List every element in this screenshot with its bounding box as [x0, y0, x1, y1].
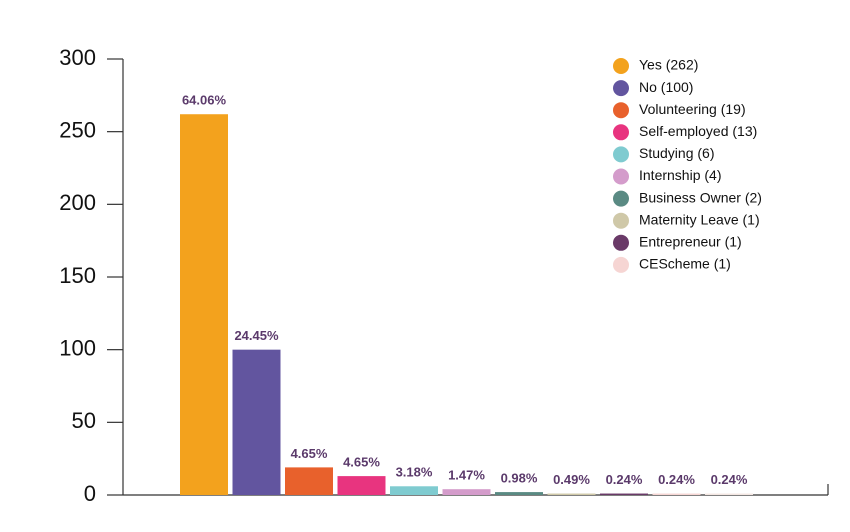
bar: [390, 486, 438, 495]
legend-label: Volunteering (19): [639, 101, 746, 117]
bar-annotation: 0.98%: [501, 471, 538, 486]
legend-label: Yes (262): [639, 57, 698, 73]
y-tick-label: 150: [59, 263, 96, 288]
legend-swatch: [613, 146, 629, 163]
bar: [547, 493, 596, 495]
legend-label: Self-employed (13): [639, 123, 757, 139]
bar: [442, 489, 491, 495]
bar-annotation: 0.24%: [606, 472, 643, 487]
bar: [337, 476, 386, 495]
legend-swatch: [613, 102, 629, 119]
legend-label: Studying (6): [639, 145, 714, 161]
y-tick-label: 0: [84, 481, 96, 506]
legend-label: CEScheme (1): [639, 256, 731, 272]
bar-annotation: 24.45%: [234, 328, 279, 343]
legend-swatch: [613, 234, 629, 251]
bar-annotation: 0.49%: [553, 472, 590, 487]
bar-annotation: 4.65%: [343, 455, 380, 470]
bar: [600, 493, 648, 495]
bar: [232, 349, 281, 495]
bar: [180, 114, 228, 495]
y-tick-label: 300: [59, 45, 96, 70]
legend-swatch: [613, 212, 629, 229]
legend-swatch: [613, 124, 629, 141]
legend-label: No (100): [639, 79, 693, 95]
bar: [652, 493, 701, 495]
legend-swatch: [613, 58, 629, 74]
legend-swatch: [613, 190, 629, 207]
bar-annotation: 0.24%: [711, 472, 748, 487]
bar-annotation: 3.18%: [396, 465, 433, 480]
y-tick-label: 100: [59, 335, 96, 360]
legend-swatch: [613, 168, 629, 185]
legend-label: Internship (4): [639, 167, 721, 183]
bar: [495, 492, 543, 495]
bar-annotation: 0.24%: [658, 472, 695, 487]
bar-annotation: 1.47%: [448, 468, 485, 483]
y-tick-label: 250: [59, 117, 96, 142]
legend-swatch: [613, 256, 629, 273]
y-tick-label: 200: [59, 190, 96, 215]
y-tick-label: 50: [72, 408, 96, 433]
legend-label: Entrepreneur (1): [639, 234, 742, 250]
bar-annotation: 64.06%: [182, 93, 227, 108]
legend-label: Business Owner (2): [639, 189, 762, 205]
bar-annotation: 4.65%: [291, 446, 328, 461]
bar: [285, 467, 333, 495]
legend-label: Maternity Leave (1): [639, 211, 760, 227]
bar: [705, 493, 753, 495]
legend-swatch: [613, 80, 629, 97]
